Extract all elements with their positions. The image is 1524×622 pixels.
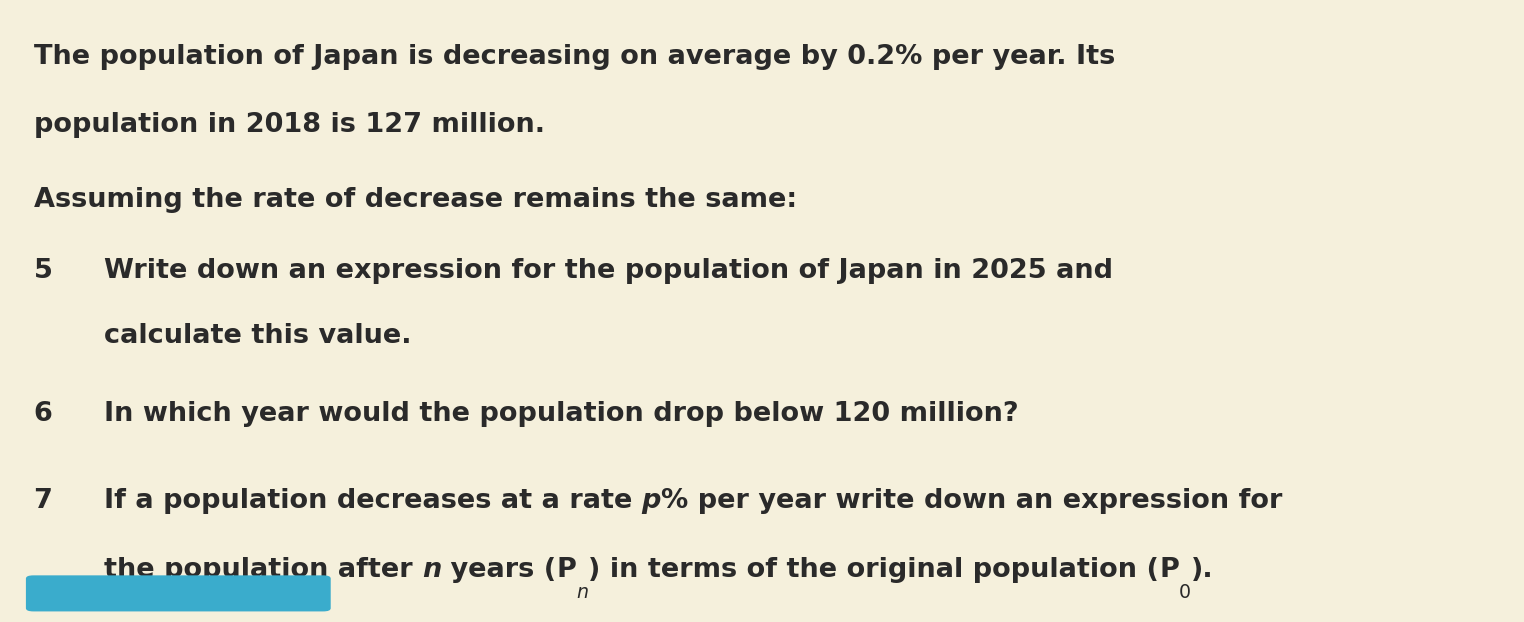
Text: If a population decreases at a rate: If a population decreases at a rate — [104, 488, 642, 514]
Text: Assuming the rate of decrease remains the same:: Assuming the rate of decrease remains th… — [34, 187, 797, 213]
Text: ) in terms of the original population (: ) in terms of the original population ( — [588, 557, 1160, 583]
Text: n: n — [422, 557, 440, 583]
Text: ).: ). — [1192, 557, 1213, 583]
Text: Write down an expression for the population of Japan in 2025 and: Write down an expression for the populat… — [104, 258, 1113, 284]
FancyBboxPatch shape — [26, 575, 331, 611]
Text: calculate this value.: calculate this value. — [104, 323, 411, 350]
Text: P: P — [1160, 557, 1180, 583]
Text: P: P — [556, 557, 576, 583]
Text: 7: 7 — [34, 488, 52, 514]
Text: In which year would the population drop below 120 million?: In which year would the population drop … — [104, 401, 1018, 427]
Text: years (: years ( — [440, 557, 556, 583]
Text: p: p — [642, 488, 661, 514]
Text: The population of Japan is decreasing on average by 0.2% per year. Its: The population of Japan is decreasing on… — [34, 44, 1114, 70]
Text: % per year write down an expression for: % per year write down an expression for — [661, 488, 1282, 514]
Text: 0: 0 — [1180, 583, 1192, 602]
Text: 6: 6 — [34, 401, 52, 427]
Text: n: n — [576, 583, 588, 602]
Text: 5: 5 — [34, 258, 52, 284]
Text: the population after: the population after — [104, 557, 422, 583]
Text: population in 2018 is 127 million.: population in 2018 is 127 million. — [34, 112, 544, 138]
